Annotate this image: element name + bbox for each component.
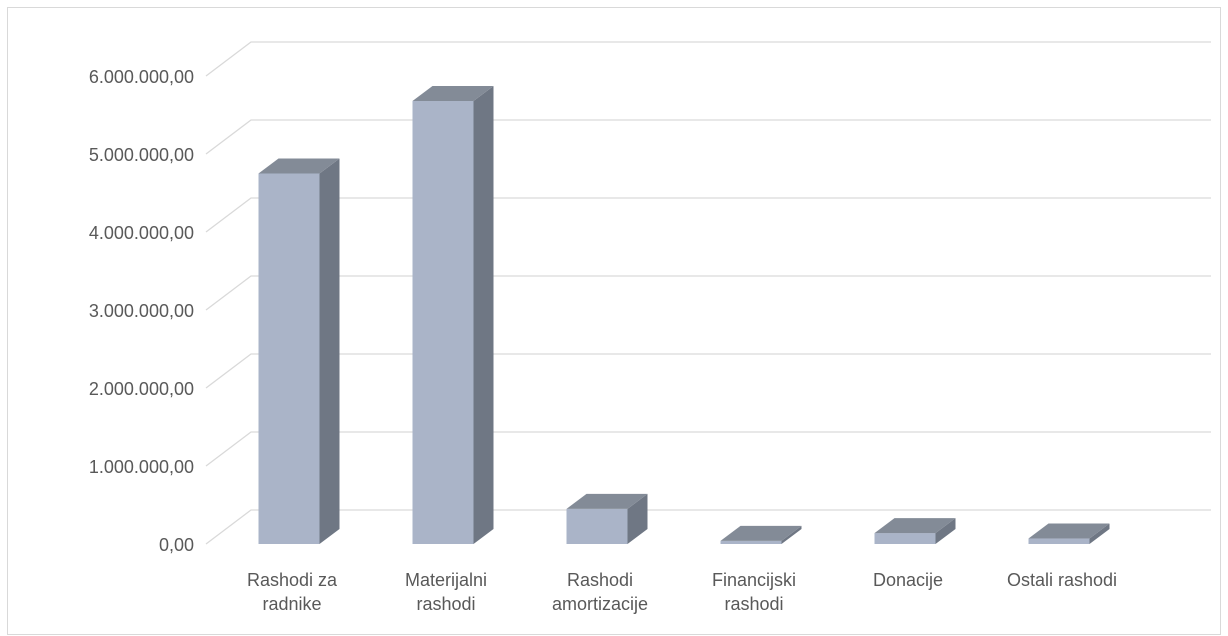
y-tick-label: 3.000.000,00: [89, 301, 194, 321]
y-tick-label: 0,00: [159, 535, 194, 555]
x-tick-label: rashodi: [724, 594, 783, 614]
bar-side: [1089, 523, 1110, 544]
x-tick-label: Donacije: [873, 570, 943, 590]
gridline: [205, 353, 1211, 389]
x-tick-label: amortizacije: [552, 594, 648, 614]
y-tick-label: 4.000.000,00: [89, 223, 194, 243]
bar-front: [412, 100, 474, 545]
gridline: [205, 119, 1211, 155]
gridline: [205, 197, 1211, 233]
gridline: [205, 275, 1211, 311]
x-tick-label: Financijski: [712, 570, 796, 590]
bar-front: [258, 173, 320, 544]
bar-front: [566, 508, 628, 544]
bar-top: [874, 518, 956, 534]
bar-side: [935, 518, 956, 544]
bar-top: [1028, 523, 1110, 539]
bar-top: [566, 493, 648, 509]
x-tick-label: Rashodi za: [247, 570, 338, 590]
bar-top: [412, 85, 494, 101]
bar-chart: 0,00 1.000.000,00 2.000.000,00 3.000.000,00…: [89, 41, 1211, 614]
y-tick-label: 5.000.000,00: [89, 145, 194, 165]
x-tick-label: radnike: [262, 594, 321, 614]
y-tick-label: 6.000.000,00: [89, 67, 194, 87]
gridline: [205, 509, 1211, 545]
gridline: [205, 41, 1211, 77]
y-tick-label: 1.000.000,00: [89, 457, 194, 477]
x-tick-label: Rashodi: [567, 570, 633, 590]
bar-top: [720, 525, 802, 541]
bar-top: [258, 158, 340, 174]
x-tick-label: rashodi: [416, 594, 475, 614]
bar-side: [781, 525, 802, 544]
gridline: [205, 431, 1211, 467]
y-tick-label: 2.000.000,00: [89, 379, 194, 399]
bar-side: [627, 493, 648, 544]
bar-side: [319, 158, 340, 544]
chart-frame: 0,00 1.000.000,00 2.000.000,00 3.000.000,00…: [7, 7, 1221, 635]
x-tick-label: Ostali rashodi: [1007, 570, 1117, 590]
bar-front: [1028, 538, 1090, 544]
bar-side: [473, 85, 494, 545]
bar-front: [720, 540, 782, 544]
x-tick-label: Materijalni: [405, 570, 487, 590]
bar-front: [874, 533, 936, 544]
